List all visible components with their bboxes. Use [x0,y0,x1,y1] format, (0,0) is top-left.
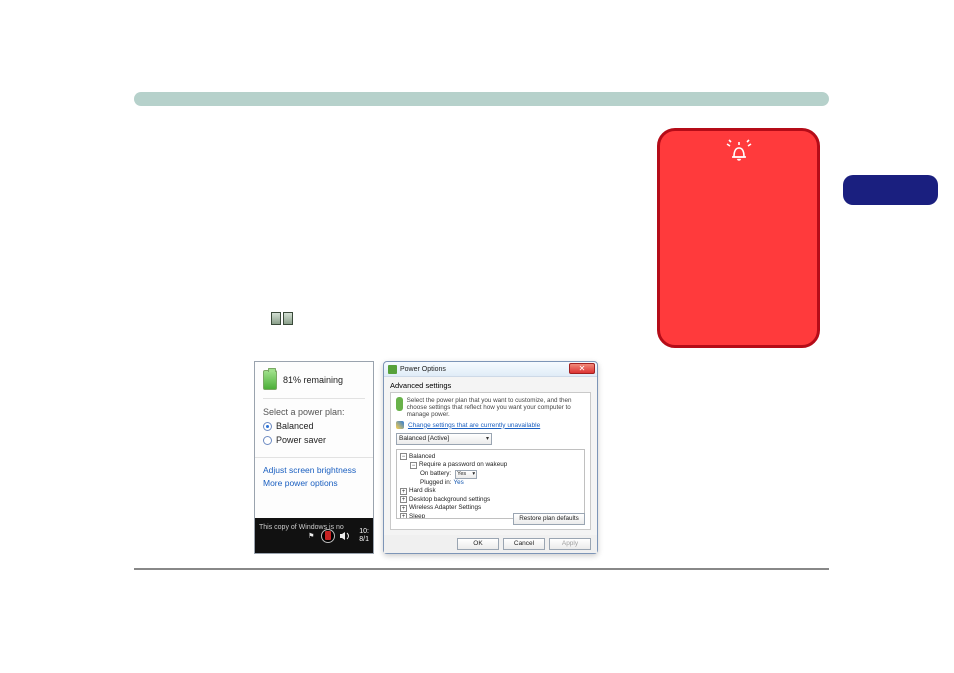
expand-icon[interactable]: − [400,453,407,460]
more-power-options-link[interactable]: More power options [263,477,365,490]
tree-sleep: Sleep [409,513,425,519]
battery-icon [263,370,277,390]
horizontal-rule [134,568,829,570]
tree-plugged-in-label: Plugged in: [420,479,452,488]
expand-icon[interactable]: + [400,505,407,512]
dialog-footer: OK Cancel Apply [384,535,597,553]
change-unavailable-settings-link[interactable]: Change settings that are currently unava… [408,422,540,429]
power-options-dialog: Power Options ✕ Advanced settings Select… [383,361,598,554]
cancel-button[interactable]: Cancel [503,538,545,550]
chevron-down-icon: ▾ [472,471,475,478]
divider [263,398,365,399]
ok-button[interactable]: OK [457,538,499,550]
dialog-titlebar[interactable]: Power Options ✕ [384,362,597,377]
dialog-body: Select the power plan that you want to c… [390,392,591,530]
power-plan-option-balanced[interactable]: Balanced [255,419,373,433]
power-options-icon [388,365,397,374]
tray-date: 8/1 [359,536,369,544]
tab-advanced-settings[interactable]: Advanced settings [390,381,591,390]
radio-icon [263,422,272,431]
alarm-bell-icon [724,139,754,168]
dialog-title: Power Options [400,366,446,373]
expand-icon[interactable]: + [400,496,407,503]
tree-wireless: Wireless Adapter Settings [409,504,481,513]
close-button[interactable]: ✕ [569,363,595,374]
power-plan-select-value: Balanced [Active] [399,435,449,442]
expand-icon[interactable]: + [400,513,407,518]
inline-battery-icons [271,312,293,325]
uac-shield-icon [396,421,404,429]
tree-require-password: Require a password on wakeup [419,461,507,470]
tree-hard-disk: Hard disk [409,487,436,496]
power-plan-label: Balanced [276,421,314,431]
tray-time: 10: [359,528,369,536]
plugged-in-value: Yes [454,479,464,488]
expand-icon[interactable]: + [400,488,407,495]
taskbar: This copy of Windows is no ⚑ 10: 8/1 [255,518,373,553]
volume-icon[interactable] [339,530,351,542]
on-battery-select[interactable]: Yes ▾ [455,470,477,479]
dialog-intro-text: Select the power plan that you want to c… [407,397,585,419]
side-tab[interactable] [843,175,938,205]
adjust-brightness-link[interactable]: Adjust screen brightness [263,464,365,477]
battery-remaining-label: 81% remaining [283,375,343,385]
flag-icon[interactable]: ⚑ [305,530,317,542]
tree-balanced: Balanced [409,453,435,462]
apply-button[interactable]: Apply [549,538,591,550]
tree-on-battery-label: On battery: [420,470,451,479]
settings-tree[interactable]: −Balanced −Require a password on wakeup … [396,449,585,519]
watermark-text: This copy of Windows is no [259,524,344,531]
radio-icon [263,436,272,445]
eco-plug-icon [396,397,403,411]
header-bar [134,92,829,106]
chevron-down-icon: ▾ [486,435,489,442]
power-plan-label: Power saver [276,435,326,445]
restore-defaults-button[interactable]: Restore plan defaults [513,513,585,525]
alert-panel [657,128,820,348]
battery-small-icon [271,312,281,325]
expand-icon[interactable]: − [410,462,417,469]
battery-flyout: 81% remaining Select a power plan: Balan… [254,361,374,554]
power-plan-select[interactable]: Balanced [Active] ▾ [396,433,492,445]
power-plan-section-title: Select a power plan: [255,401,373,419]
on-battery-value: Yes [457,471,466,478]
battery-small-icon [283,312,293,325]
power-plan-option-saver[interactable]: Power saver [255,433,373,447]
tree-desktop-bg: Desktop background settings [409,496,490,505]
